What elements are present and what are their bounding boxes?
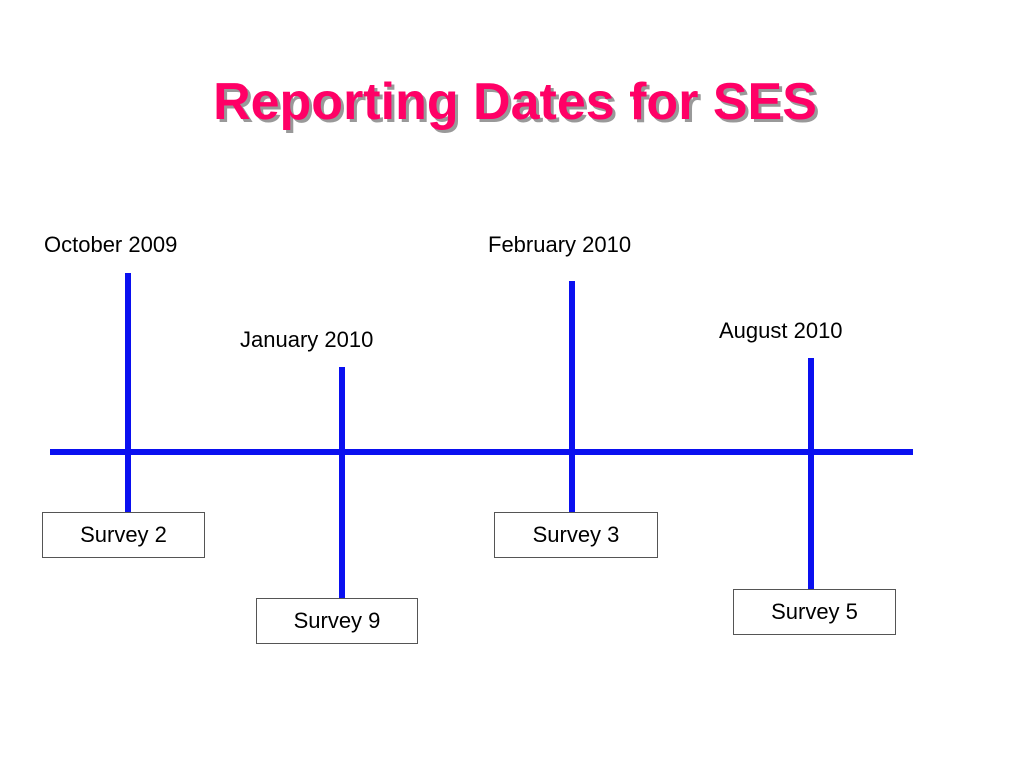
date-label: August 2010: [719, 318, 843, 343]
survey-box: Survey 3: [494, 512, 658, 558]
title-shadow: Reporting Dates for SES: [216, 76, 820, 134]
date-label: February 2010: [488, 232, 632, 257]
survey-box: Survey 5: [733, 589, 896, 635]
survey-box: Survey 9: [256, 598, 418, 644]
survey-box: Survey 2: [42, 512, 205, 558]
date-label: October 2009: [44, 232, 178, 257]
title: Reporting Dates for SES: [213, 73, 817, 131]
date-label: January 2010: [240, 327, 374, 352]
